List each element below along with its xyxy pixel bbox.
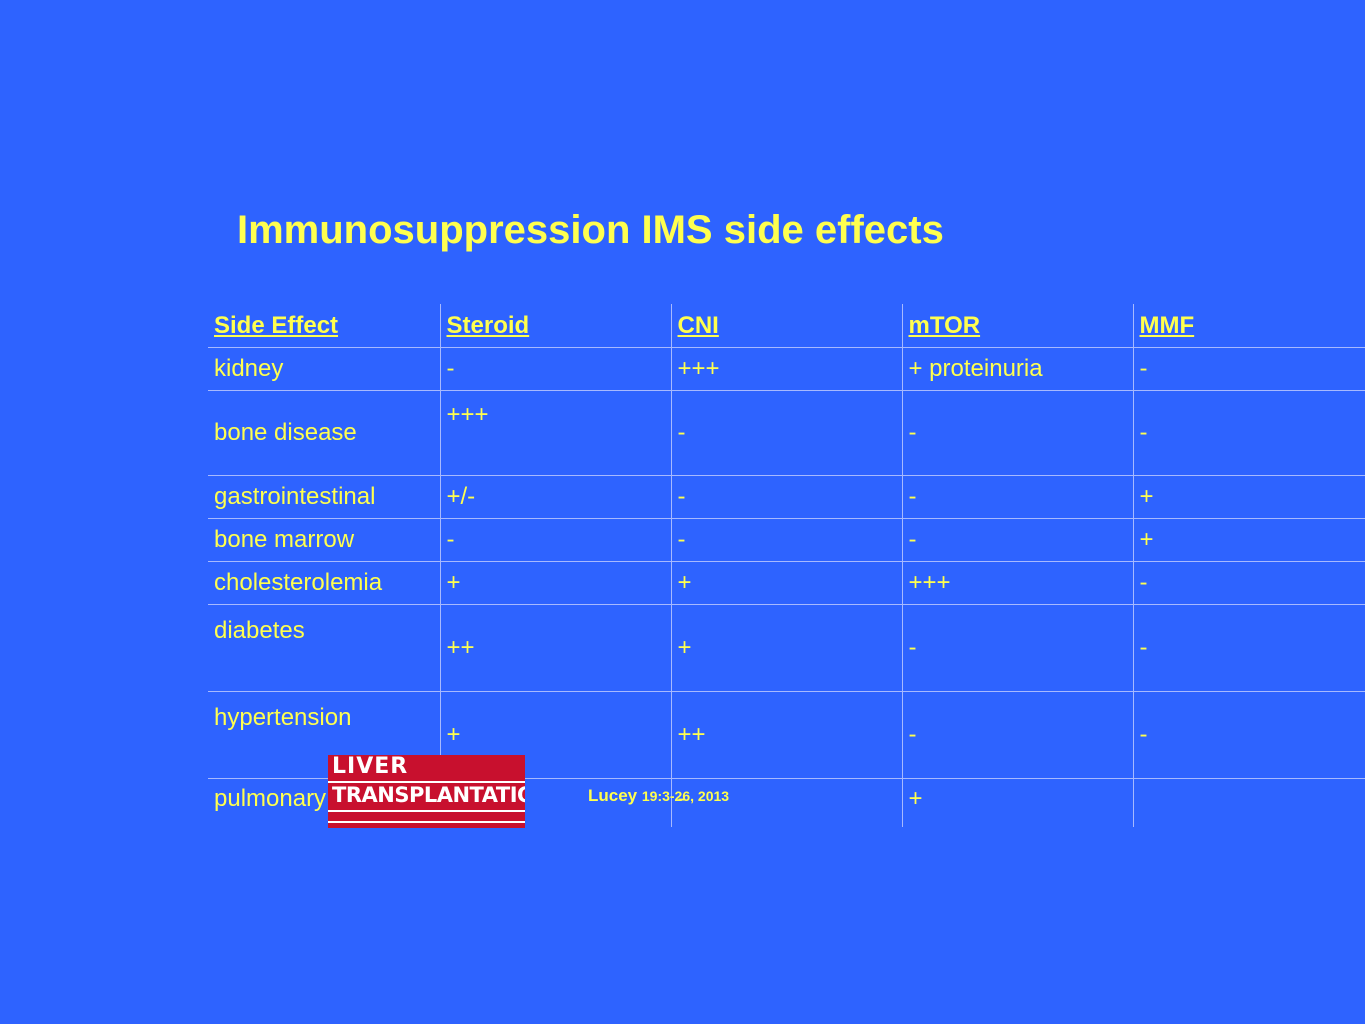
table-row: bone disease +++ - - - <box>208 390 1365 476</box>
table-row: kidney - +++ + proteinuria - <box>208 347 1365 391</box>
logo-divider <box>328 821 525 823</box>
table-row: gastrointestinal +/- - - + <box>208 475 1365 519</box>
table-cell: + <box>670 561 902 605</box>
table-cell: - <box>901 475 1133 519</box>
table-cell: + <box>1132 518 1365 562</box>
header-steroid: Steroid <box>439 304 671 348</box>
table-row: cholesterolemia + + +++ - <box>208 561 1365 605</box>
table-cell: - <box>901 604 1133 692</box>
table-cell: +++ <box>439 390 671 476</box>
table-cell: + <box>670 604 902 692</box>
logo-liver-text: LIVER <box>332 755 409 779</box>
side-effects-table: Side Effect Steroid CNI mTOR MMF kidney … <box>208 304 1365 827</box>
header-mmf: MMF <box>1132 304 1365 348</box>
table-cell: - <box>901 691 1133 779</box>
table-cell: +++ <box>901 561 1133 605</box>
header-cni: CNI <box>670 304 902 348</box>
citation: Lucey 19:3-26, 2013 <box>588 786 729 806</box>
table-cell: - <box>1132 390 1365 476</box>
citation-author: Lucey <box>588 786 638 805</box>
header-side-effect: Side Effect <box>208 304 440 348</box>
table-cell: + <box>1132 475 1365 519</box>
table-cell: - <box>670 518 902 562</box>
table-row: hypertension + ++ - - <box>208 691 1365 779</box>
table-cell: cholesterolemia <box>208 561 440 605</box>
header-mtor: mTOR <box>901 304 1133 348</box>
table-cell: + proteinuria <box>901 347 1133 391</box>
table-cell: +/- <box>439 475 671 519</box>
table-cell: - <box>1132 691 1365 779</box>
table-cell: kidney <box>208 347 440 391</box>
table-cell: - <box>901 518 1133 562</box>
table-cell: +++ <box>670 347 902 391</box>
table-cell: ++ <box>670 691 902 779</box>
table-cell: diabetes <box>208 604 440 692</box>
table-cell: - <box>1132 604 1365 692</box>
logo-transplantation-text: TRANSPLANTATION <box>332 783 525 807</box>
table-cell: bone disease <box>208 390 440 476</box>
citation-reference: 19:3-26, 2013 <box>641 788 730 804</box>
journal-logo: LIVER TRANSPLANTATION <box>328 755 525 828</box>
table-cell: - <box>901 390 1133 476</box>
table-row: bone marrow - - - + <box>208 518 1365 562</box>
table-cell: - <box>439 347 671 391</box>
table-cell <box>1132 778 1365 827</box>
logo-divider <box>328 810 525 812</box>
table-cell: bone marrow <box>208 518 440 562</box>
table-cell: - <box>670 778 902 827</box>
table-cell: - <box>670 390 902 476</box>
logo-divider <box>328 781 525 783</box>
table-cell: - <box>1132 347 1365 391</box>
table-cell: - <box>670 475 902 519</box>
table-cell: + <box>439 561 671 605</box>
table-row: diabetes ++ + - - <box>208 604 1365 692</box>
table-cell: - <box>1132 561 1365 605</box>
table-cell: ++ <box>439 604 671 692</box>
table-cell: gastrointestinal <box>208 475 440 519</box>
table-cell: - <box>439 518 671 562</box>
slide-title: Immunosuppression IMS side effects <box>237 208 944 252</box>
table-cell: + <box>901 778 1133 827</box>
table-header-row: Side Effect Steroid CNI mTOR MMF <box>208 304 1365 348</box>
